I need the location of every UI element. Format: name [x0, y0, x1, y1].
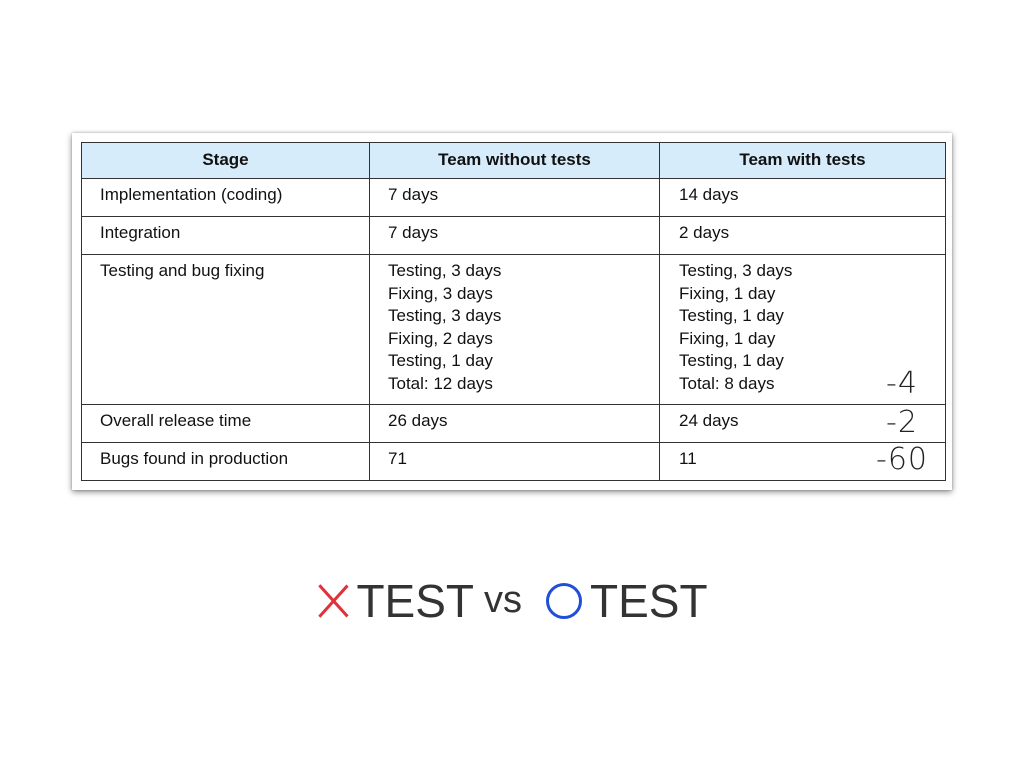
with-tests-cell: Testing, 3 days Fixing, 1 day Testing, 1…	[659, 254, 946, 405]
cell-line: Testing, 3 days	[388, 306, 502, 325]
slide-caption: TEST vs TEST	[0, 570, 1024, 628]
without-tests-cell: 71	[369, 442, 660, 481]
header-team-with-tests: Team with tests	[659, 142, 946, 179]
without-tests-cell: 7 days	[369, 216, 660, 255]
table-row: Testing and bug fixing Testing, 3 days F…	[81, 254, 946, 405]
cell-line: Testing, 3 days	[679, 261, 793, 280]
header-team-without-tests: Team without tests	[369, 142, 660, 179]
x-mark-icon	[316, 583, 350, 619]
stage-cell: Integration	[81, 216, 370, 255]
handwritten-note-bugs-diff: -60	[876, 442, 928, 477]
stage-cell: Bugs found in production	[81, 442, 370, 481]
with-tests-cell: 24 days	[659, 404, 946, 443]
with-tests-cell: 14 days	[659, 178, 946, 217]
handwritten-note-release-diff: -2	[886, 405, 918, 440]
cell-line: Testing, 3 days	[388, 261, 502, 280]
header-stage: Stage	[81, 142, 370, 179]
cell-line: Fixing, 1 day	[679, 283, 776, 303]
circle-icon	[546, 582, 582, 619]
caption-vs: vs	[484, 579, 522, 622]
without-tests-cell: Testing, 3 days Fixing, 3 days Testing, …	[369, 254, 660, 405]
without-tests-cell: 7 days	[369, 178, 660, 217]
cell-line: Fixing, 2 days	[388, 328, 493, 348]
cell-line: Testing, 1 day	[679, 306, 784, 325]
cell-line: Testing, 1 day	[388, 351, 493, 370]
cell-line: Fixing, 3 days	[388, 283, 493, 303]
without-tests-cell: 26 days	[369, 404, 660, 443]
with-tests-cell: 11	[659, 442, 946, 481]
caption-left-word: TEST	[356, 574, 474, 627]
table-row: Bugs found in production 71 11	[81, 442, 946, 481]
table-header-row: Stage Team without tests Team with tests	[81, 142, 946, 179]
comparison-table: Stage Team without tests Team with tests…	[81, 142, 946, 481]
cell-line: Fixing, 1 day	[679, 328, 776, 348]
cell-line: Testing, 1 day	[679, 351, 784, 370]
comparison-table-card: Stage Team without tests Team with tests…	[72, 133, 952, 490]
cell-line: Total: 12 days	[388, 373, 493, 393]
stage-cell: Overall release time	[81, 404, 370, 443]
stage-cell: Testing and bug fixing	[81, 254, 370, 405]
table-row: Overall release time 26 days 24 days	[81, 404, 946, 443]
with-tests-cell: 2 days	[659, 216, 946, 255]
table-row: Integration 7 days 2 days	[81, 216, 946, 255]
cell-line: Total: 8 days	[679, 373, 775, 393]
table-row: Implementation (coding) 7 days 14 days	[81, 178, 946, 217]
caption-right-word: TEST	[590, 574, 708, 627]
stage-cell: Implementation (coding)	[81, 178, 370, 217]
handwritten-note-testing-diff: -4	[886, 366, 918, 401]
